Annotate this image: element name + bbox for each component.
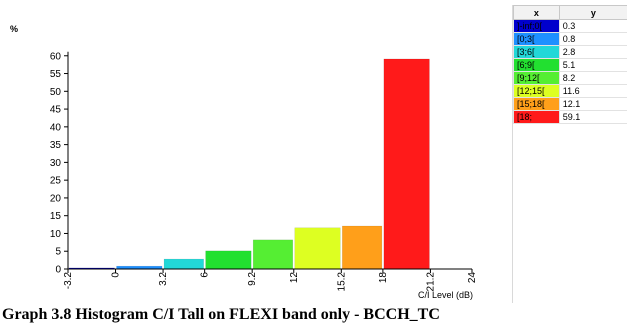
- x-tick-label: 3.2: [158, 272, 169, 286]
- y-tick-label: 45: [50, 105, 62, 116]
- table-cell-y: 0.8: [558, 32, 627, 46]
- bar: [294, 227, 341, 270]
- y-axis: 0 5 10 15 20 25 30 35 40 45 50 55 60: [50, 51, 68, 276]
- table-cell-y: 5.1: [558, 58, 627, 72]
- x-tick-label: 21.2: [425, 272, 436, 292]
- table-cell-y: 11.6: [558, 84, 627, 98]
- table-cell-x: [18;: [513, 110, 560, 124]
- table-cell-x: [12;15[: [513, 84, 560, 98]
- y-tick-label: 55: [50, 69, 62, 80]
- x-axis: -3.2 0 3.2 6 9.2 12 15.2 18 21.2 24: [63, 269, 478, 291]
- bar: [252, 239, 294, 270]
- x-tick-label: 24: [467, 272, 478, 284]
- x-tick-label: -3.2: [63, 272, 74, 290]
- y-tick-label: 30: [50, 158, 62, 169]
- y-tick-label: 15: [50, 211, 62, 222]
- y-tick-label: 10: [50, 229, 62, 240]
- table-cell-x: ]-inf;0[: [513, 19, 560, 33]
- table-row[interactable]: [12;15[11.6: [513, 84, 627, 98]
- y-tick-label: 20: [50, 193, 62, 204]
- table-cell-y: 2.8: [558, 45, 627, 59]
- table-row[interactable]: [9;12[8.2: [513, 71, 627, 85]
- table-cell-x: [9;12[: [513, 71, 560, 85]
- table-row[interactable]: [0;3[0.8: [513, 32, 627, 46]
- table-row[interactable]: [3;6[2.8: [513, 45, 627, 59]
- table-header-row: x y: [513, 5, 627, 20]
- table-cell-y: 0.3: [558, 19, 627, 33]
- y-tick-label: 0: [55, 265, 61, 276]
- y-tick-label: 25: [50, 176, 62, 187]
- table-cell-x: [6;9[: [513, 58, 560, 72]
- bar: [383, 58, 430, 270]
- bar: [205, 250, 252, 270]
- figure-caption: Graph 3.8 Histogram C/I Tall on FLEXI ba…: [2, 306, 440, 323]
- data-table-panel: x y ]-inf;0[0.3 [0;3[0.8 [3;6[2.8 [6;9[5.1[…: [512, 5, 627, 303]
- y-tick-label: 35: [50, 140, 62, 151]
- table-row[interactable]: ]-inf;0[0.3: [513, 19, 627, 33]
- table-cell-x: [3;6[: [513, 45, 560, 59]
- table-row[interactable]: [18; 59.1: [513, 110, 627, 124]
- y-tick-label: 60: [50, 51, 62, 62]
- table-cell-y: 59.1: [558, 110, 627, 124]
- x-tick-label: 12: [289, 272, 300, 284]
- table-row[interactable]: [15;18[12.1: [513, 97, 627, 111]
- table-cell-x: [15;18[: [513, 97, 560, 111]
- x-tick-label: 6: [200, 272, 211, 278]
- y-tick-label: 5: [55, 247, 61, 258]
- column-header-x: x: [513, 5, 560, 20]
- data-table: x y ]-inf;0[0.3 [0;3[0.8 [3;6[2.8 [6;9[5.1[…: [513, 5, 627, 124]
- table-cell-y: 8.2: [558, 71, 627, 85]
- table-row[interactable]: [6;9[5.1: [513, 58, 627, 72]
- bar: [342, 225, 383, 270]
- x-tick-label: 15.2: [336, 272, 347, 292]
- bar: [163, 258, 204, 270]
- table-cell-x: [0;3[: [513, 32, 560, 46]
- column-header-y: y: [558, 5, 627, 20]
- x-tick-label: 0: [111, 272, 122, 278]
- y-tick-label: 40: [50, 122, 62, 133]
- y-axis-label: %: [10, 24, 18, 34]
- x-tick-label: 9.2: [247, 272, 258, 286]
- bars-group: [68, 58, 430, 270]
- y-tick-label: 50: [50, 87, 62, 98]
- x-axis-label: C/I Level (dB): [418, 290, 473, 300]
- table-cell-y: 12.1: [558, 97, 627, 111]
- x-tick-label: 18: [378, 272, 389, 284]
